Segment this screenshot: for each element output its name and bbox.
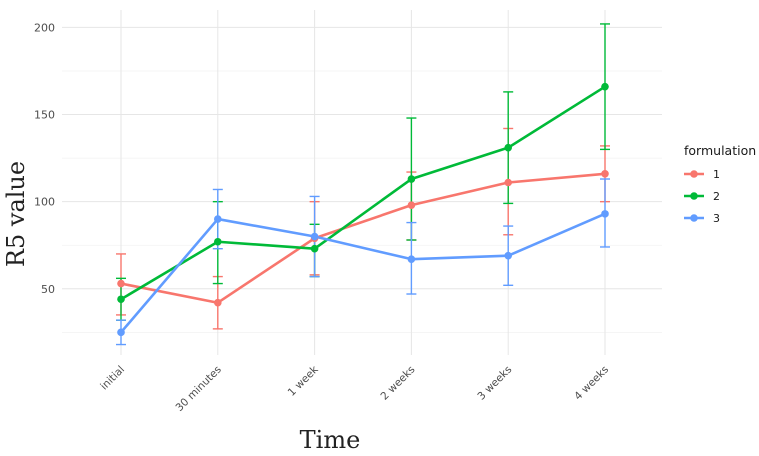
series-lines xyxy=(120,85,606,334)
legend-key-point-series-3 xyxy=(690,214,698,222)
x-tick-label: 30 minutes xyxy=(174,364,224,414)
point-series-3 xyxy=(310,232,319,241)
point-series-2 xyxy=(407,175,416,183)
line-series-1 xyxy=(120,172,606,305)
point-series-3 xyxy=(407,255,416,263)
point-series-2 xyxy=(310,244,319,253)
point-series-3 xyxy=(504,251,512,260)
y-axis-title: R5 value xyxy=(2,161,30,267)
point-series-3 xyxy=(601,210,609,218)
x-tick-label: 3 weeks xyxy=(475,364,514,403)
y-tick-label: 200 xyxy=(34,21,55,34)
point-series-1 xyxy=(504,178,512,187)
point-series-2 xyxy=(117,295,125,304)
y-tick-label: 150 xyxy=(34,109,55,122)
y-tick-label: 50 xyxy=(41,283,55,296)
x-tick-label: initial xyxy=(98,364,127,393)
point-series-1 xyxy=(214,298,222,307)
point-series-1 xyxy=(117,279,125,288)
legend-key-point-series-1 xyxy=(690,170,698,178)
line-series-2 xyxy=(120,85,606,301)
legend-label-series-1: 1 xyxy=(713,168,720,181)
line-series-3 xyxy=(120,212,606,334)
point-series-1 xyxy=(601,169,609,178)
point-series-1 xyxy=(407,201,416,209)
point-series-3 xyxy=(117,328,125,337)
x-axis-title: Time xyxy=(300,426,361,454)
legend-key-point-series-2 xyxy=(690,192,698,200)
x-tick-label: 4 weeks xyxy=(572,364,611,403)
x-tick-label: 1 week xyxy=(286,363,322,399)
y-axis-ticks: 50 100 150 200 xyxy=(34,21,55,295)
x-tick-label: 2 weeks xyxy=(379,364,418,403)
point-series-2 xyxy=(214,237,222,246)
legend: formulation 1 2 3 xyxy=(684,143,756,225)
grid xyxy=(62,10,662,355)
point-series-3 xyxy=(214,215,222,223)
legend-title: formulation xyxy=(684,143,756,158)
point-series-2 xyxy=(504,143,512,152)
data-points xyxy=(117,82,609,337)
legend-label-series-2: 2 xyxy=(713,190,720,203)
legend-label-series-3: 3 xyxy=(713,212,720,225)
point-series-2 xyxy=(601,82,609,91)
y-tick-label: 100 xyxy=(34,196,55,209)
x-axis-ticks: initial 30 minutes 1 week 2 weeks 3 weeks 4 w… xyxy=(98,363,611,414)
